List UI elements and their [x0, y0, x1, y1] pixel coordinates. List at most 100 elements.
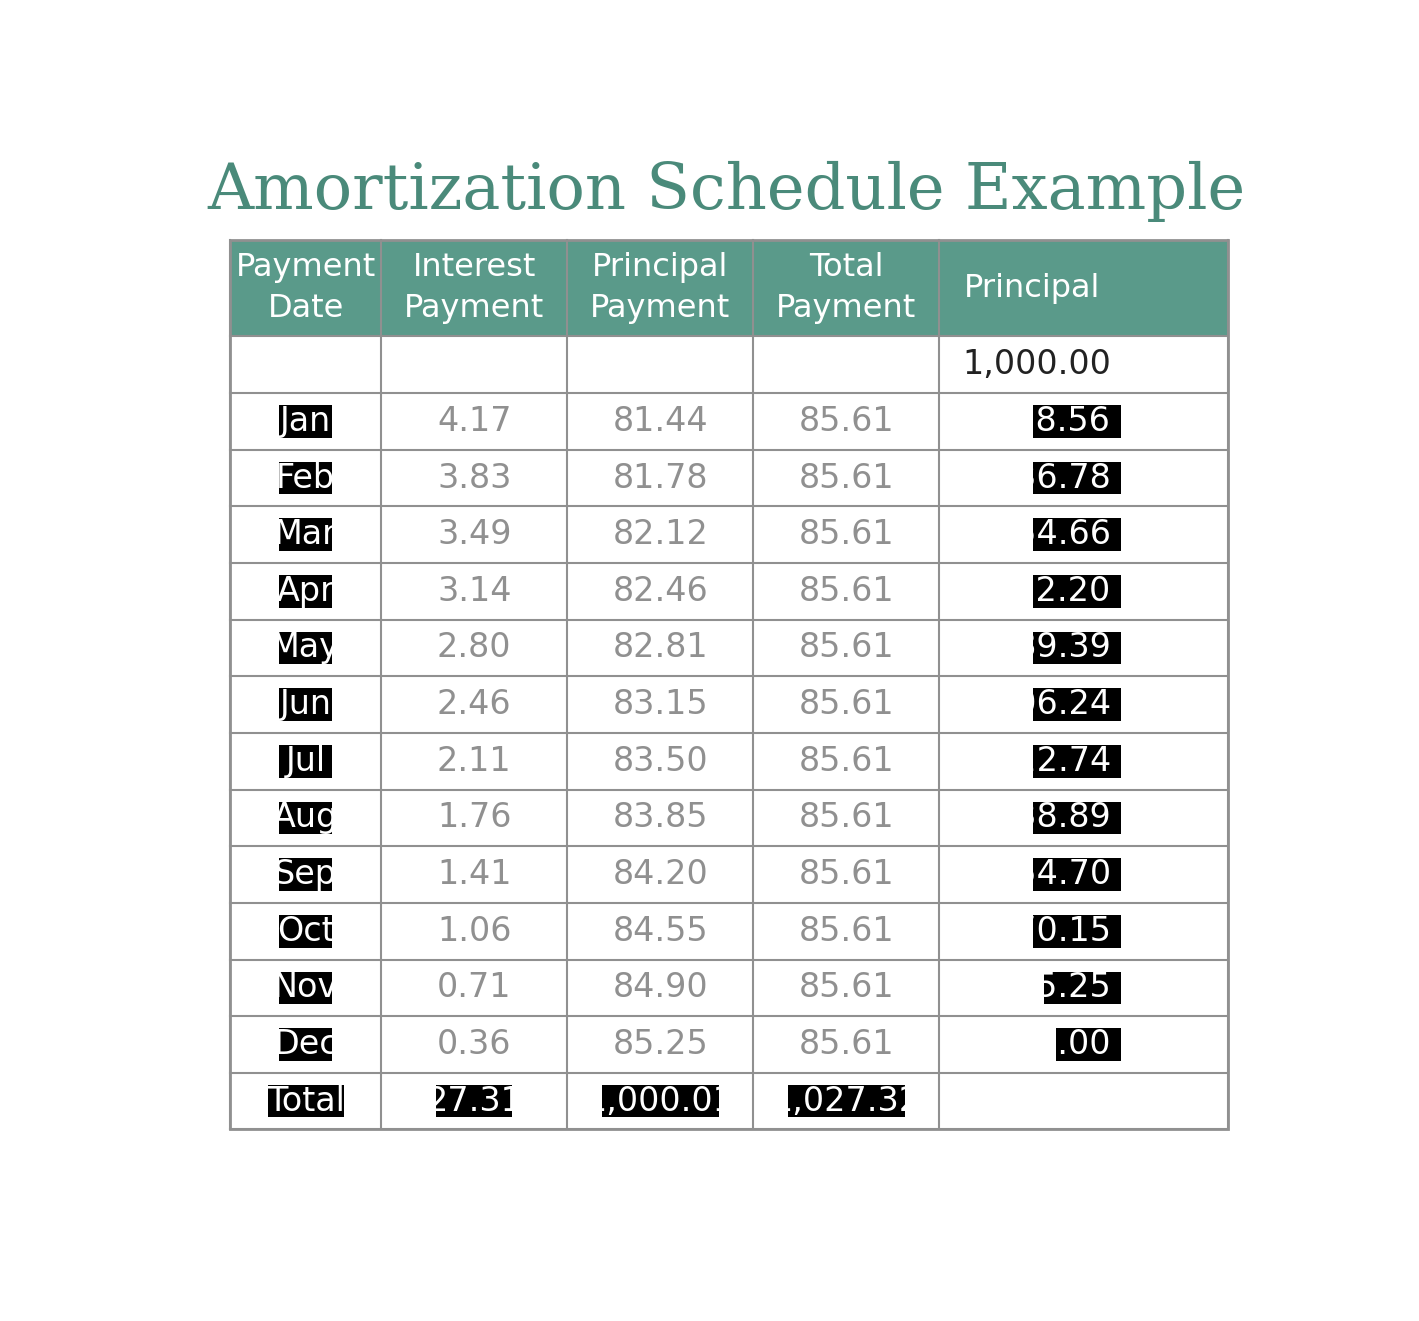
Text: Principal: Principal — [964, 272, 1100, 304]
Text: 672.20: 672.20 — [993, 575, 1111, 608]
Text: 918.56: 918.56 — [995, 404, 1111, 437]
Text: Jul: Jul — [285, 745, 326, 778]
Text: Aug: Aug — [272, 802, 338, 835]
Text: 3.14: 3.14 — [437, 575, 511, 608]
Text: 0.00: 0.00 — [1037, 1028, 1111, 1061]
Bar — [280, 915, 332, 947]
Bar — [280, 971, 332, 1004]
Text: 85.61: 85.61 — [799, 461, 894, 494]
Text: 85.61: 85.61 — [799, 1028, 894, 1061]
Text: 85.61: 85.61 — [799, 631, 894, 664]
Text: 2.46: 2.46 — [437, 688, 511, 721]
Text: 83.15: 83.15 — [613, 688, 708, 721]
Text: 85.61: 85.61 — [799, 859, 894, 892]
Text: 81.44: 81.44 — [613, 404, 708, 437]
Text: 85.61: 85.61 — [799, 688, 894, 721]
Bar — [1033, 631, 1121, 664]
Text: 170.15: 170.15 — [995, 914, 1111, 947]
Text: Dec: Dec — [274, 1028, 338, 1061]
Text: 85.61: 85.61 — [799, 575, 894, 608]
Text: 2.11: 2.11 — [437, 745, 511, 778]
Text: 0.36: 0.36 — [437, 1028, 511, 1061]
Text: Principal
Payment: Principal Payment — [590, 252, 731, 324]
Bar — [1033, 688, 1121, 721]
Bar — [1056, 1028, 1121, 1061]
Bar — [1033, 462, 1121, 494]
Text: Total: Total — [267, 1085, 345, 1118]
Text: 85.61: 85.61 — [799, 914, 894, 947]
Text: Mar: Mar — [274, 518, 338, 551]
Text: 3.83: 3.83 — [437, 461, 511, 494]
Bar — [280, 688, 332, 721]
Text: 3.49: 3.49 — [437, 518, 511, 551]
Bar — [1033, 802, 1121, 835]
Bar — [268, 1085, 343, 1118]
Bar — [280, 462, 332, 494]
Bar — [1033, 406, 1121, 437]
Text: 754.66: 754.66 — [995, 518, 1111, 551]
Text: 85.61: 85.61 — [799, 745, 894, 778]
Text: Amortization Schedule Example: Amortization Schedule Example — [207, 161, 1246, 222]
Bar — [280, 406, 332, 437]
Text: 81.78: 81.78 — [613, 461, 708, 494]
Bar — [602, 1085, 719, 1118]
Text: 1,000.00: 1,000.00 — [962, 349, 1111, 382]
Text: 506.24: 506.24 — [995, 688, 1111, 721]
Text: 422.74: 422.74 — [993, 745, 1111, 778]
Bar — [280, 518, 332, 551]
Text: Oct: Oct — [277, 914, 335, 947]
Text: 1.76: 1.76 — [437, 802, 511, 835]
Text: Total
Payment: Total Payment — [776, 252, 917, 324]
Text: 27.31: 27.31 — [426, 1085, 522, 1118]
Bar — [280, 1028, 332, 1061]
Bar — [788, 1085, 905, 1118]
Text: 0.71: 0.71 — [437, 971, 511, 1004]
Text: 1,000.01: 1,000.01 — [586, 1085, 735, 1118]
Bar — [280, 631, 332, 664]
Text: Jan: Jan — [280, 404, 331, 437]
Text: Sep: Sep — [274, 859, 338, 892]
Text: 1.41: 1.41 — [437, 859, 511, 892]
Text: Jun: Jun — [280, 688, 332, 721]
Bar — [230, 240, 1227, 1129]
Text: Feb: Feb — [277, 461, 335, 494]
Text: 85.61: 85.61 — [799, 518, 894, 551]
Bar — [1044, 971, 1121, 1004]
Text: 338.89: 338.89 — [995, 802, 1111, 835]
Bar — [280, 802, 332, 835]
Bar — [230, 240, 1227, 337]
Bar — [280, 745, 332, 778]
Text: 1,027.32: 1,027.32 — [772, 1085, 921, 1118]
Bar — [1033, 575, 1121, 608]
Text: May: May — [271, 631, 341, 664]
Bar — [1033, 859, 1121, 890]
Text: 4.17: 4.17 — [437, 404, 511, 437]
Bar — [1033, 915, 1121, 947]
Text: Nov: Nov — [272, 971, 338, 1004]
Text: 836.78: 836.78 — [995, 461, 1111, 494]
Text: 2.80: 2.80 — [437, 631, 511, 664]
Text: 85.25: 85.25 — [613, 1028, 708, 1061]
Text: Apr: Apr — [277, 575, 335, 608]
Bar — [280, 575, 332, 608]
Text: 84.20: 84.20 — [613, 859, 708, 892]
Bar — [280, 859, 332, 890]
Text: 85.61: 85.61 — [799, 802, 894, 835]
Bar — [1033, 518, 1121, 551]
Text: 82.12: 82.12 — [612, 518, 708, 551]
Text: 85.61: 85.61 — [799, 404, 894, 437]
Text: 1.06: 1.06 — [437, 914, 511, 947]
Text: 85.25: 85.25 — [1016, 971, 1111, 1004]
Bar — [1033, 745, 1121, 778]
Text: 83.85: 83.85 — [613, 802, 708, 835]
Text: 589.39: 589.39 — [995, 631, 1111, 664]
Bar — [436, 1085, 512, 1118]
Text: 82.81: 82.81 — [613, 631, 708, 664]
Text: Interest
Payment: Interest Payment — [404, 252, 545, 324]
Text: 254.70: 254.70 — [995, 859, 1111, 892]
Text: 83.50: 83.50 — [613, 745, 708, 778]
Text: Payment
Date: Payment Date — [236, 252, 376, 324]
Text: 85.61: 85.61 — [799, 971, 894, 1004]
Text: 82.46: 82.46 — [613, 575, 708, 608]
Text: 84.55: 84.55 — [613, 914, 708, 947]
